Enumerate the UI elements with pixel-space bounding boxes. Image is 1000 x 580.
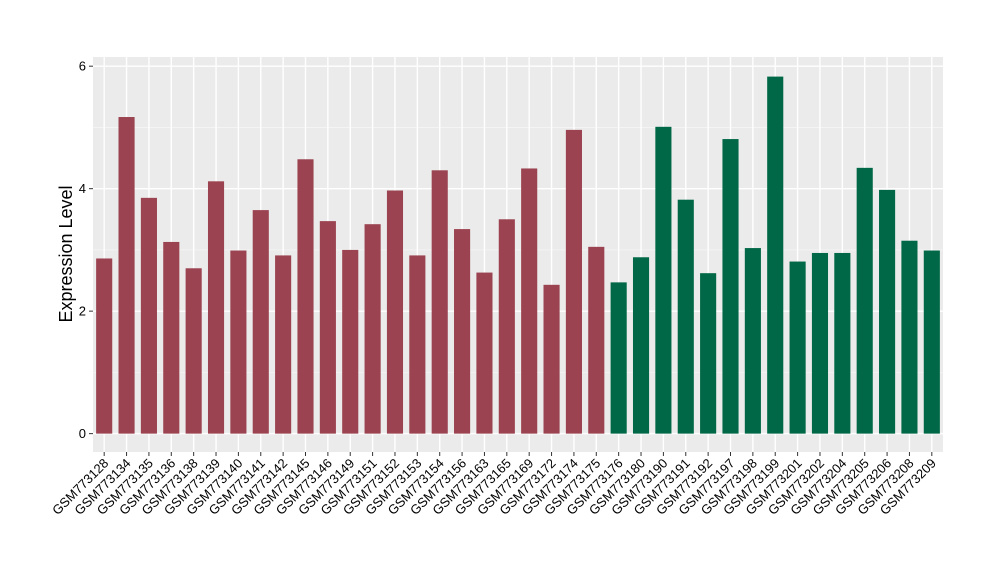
bar-GSM773198 (744, 248, 761, 434)
y-tick-label: 4 (79, 181, 86, 196)
bar-GSM773146 (319, 221, 336, 434)
bar-GSM773190 (655, 126, 672, 434)
bar-GSM773201 (789, 261, 806, 434)
bar-GSM773156 (454, 229, 471, 434)
y-tick-label: 0 (79, 426, 86, 441)
bar-GSM773205 (856, 167, 873, 434)
bar-GSM773142 (275, 255, 292, 434)
bar-GSM773191 (677, 199, 694, 434)
bar-GSM773209 (923, 250, 940, 434)
bar-GSM773197 (722, 139, 739, 434)
bar-GSM773180 (632, 257, 650, 434)
bar-GSM773141 (252, 210, 269, 434)
bar-GSM773206 (879, 189, 896, 434)
bar-GSM773152 (386, 190, 404, 434)
bar-GSM773139 (207, 181, 225, 434)
bar-GSM773154 (431, 170, 448, 434)
bar-GSM773138 (185, 268, 202, 434)
bar-GSM773172 (543, 284, 560, 434)
y-tick-label: 2 (79, 304, 86, 319)
bar-GSM773140 (230, 250, 247, 434)
bar-GSM773153 (409, 255, 426, 434)
x-axis: GSM773128GSM773134GSM773135GSM773136GSM7… (49, 452, 939, 518)
bar-GSM773151 (364, 224, 381, 434)
bar-GSM773192 (700, 273, 717, 434)
bar-GSM773128 (96, 258, 113, 434)
bar-GSM773163 (476, 272, 493, 434)
bar-GSM773136 (163, 241, 180, 434)
bar-GSM773135 (140, 197, 157, 434)
bar-GSM773145 (297, 159, 314, 434)
bar-GSM773169 (521, 168, 538, 434)
y-tick-label: 6 (79, 59, 86, 74)
bar-GSM773204 (834, 252, 851, 434)
bar-GSM773202 (811, 252, 829, 434)
bar-GSM773165 (498, 219, 515, 434)
y-axis-title: Expression Level (56, 185, 76, 322)
bars (96, 76, 940, 434)
bar-GSM773175 (588, 246, 605, 434)
bar-GSM773176 (610, 282, 627, 434)
bar-GSM773149 (342, 249, 359, 434)
bar-GSM773134 (118, 117, 135, 434)
y-axis: 0 2 4 6 (79, 59, 93, 441)
bar-GSM773174 (565, 129, 582, 434)
bar-GSM773208 (901, 240, 918, 434)
bar-GSM773199 (767, 76, 784, 434)
